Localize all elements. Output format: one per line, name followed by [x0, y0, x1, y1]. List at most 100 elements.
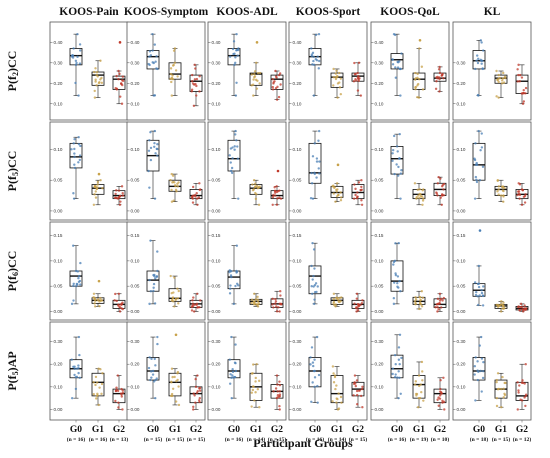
data-point: [94, 383, 97, 387]
panel: 0.00 0.05 0.10: [452, 121, 532, 221]
data-point: [278, 394, 281, 398]
y-tick-label: 0.20: [293, 362, 302, 367]
data-point: [440, 203, 443, 206]
data-point: [254, 302, 257, 305]
data-point: [357, 181, 361, 184]
data-point: [176, 378, 179, 382]
panel-frame: [452, 321, 532, 421]
y-tick-label: 0.20: [54, 81, 63, 86]
group-label: G1: [92, 425, 104, 435]
data-point: [250, 301, 253, 305]
data-point: [398, 362, 401, 366]
data-point: [190, 309, 194, 312]
data-point: [113, 299, 116, 302]
y-tick-label: 0.10: [457, 258, 466, 263]
data-point: [153, 129, 157, 133]
panel-frame: [49, 21, 129, 121]
data-point: [398, 376, 401, 379]
data-point: [482, 285, 485, 288]
data-point: [438, 65, 441, 69]
data-point: [360, 387, 364, 391]
data-point: [354, 78, 357, 81]
data-point: [438, 90, 441, 93]
y-tick-label: 0.05: [457, 178, 466, 183]
data-point: [257, 302, 261, 305]
data-point: [397, 174, 400, 177]
group-label: G2: [352, 425, 364, 435]
data-point: [150, 357, 153, 361]
data-point: [174, 400, 178, 403]
data-point: [114, 399, 117, 403]
data-point: [230, 171, 234, 175]
data-point: [195, 77, 199, 81]
data-point: [480, 390, 483, 393]
data-point: [194, 195, 197, 198]
data-point: [317, 167, 320, 170]
data-point: [524, 307, 528, 311]
group-label: G0: [309, 425, 321, 435]
group-label: G0: [228, 425, 240, 435]
data-point: [155, 55, 158, 58]
data-point: [232, 302, 236, 306]
data-point: [438, 299, 442, 302]
data-point: [79, 261, 82, 265]
data-point: [334, 77, 338, 81]
data-point: [501, 79, 504, 82]
data-point: [94, 67, 97, 70]
data-point: [119, 194, 122, 198]
data-point: [173, 305, 176, 308]
data-point: [117, 77, 120, 81]
data-point: [279, 302, 283, 305]
panel: 0.00 0.10 0.20 0.30: [207, 321, 287, 421]
data-point: [397, 370, 400, 373]
y-tick-label: 0.15: [375, 233, 384, 238]
data-point: [174, 69, 178, 72]
n-label: (n = 15): [144, 436, 163, 443]
data-point: [417, 384, 421, 388]
data-point: [121, 391, 125, 395]
data-point: [316, 384, 319, 388]
data-point: [229, 147, 233, 150]
data-point: [476, 360, 479, 363]
x-axis-title: Participant Groups: [253, 436, 353, 450]
y-tick-label: 0.15: [457, 233, 466, 238]
data-point: [417, 82, 420, 86]
data-point: [502, 189, 505, 193]
data-point: [231, 370, 235, 374]
box-G1: [412, 72, 426, 90]
data-point: [147, 366, 151, 370]
data-point: [398, 279, 401, 283]
panel: 0.00 0.10 0.20 0.30: [49, 321, 129, 421]
y-tick-label: 0.10: [212, 258, 221, 263]
data-point: [496, 372, 500, 375]
group-label: G2: [434, 425, 446, 435]
y-tick-label: 0.00: [457, 309, 466, 314]
y-tick-label: 0.00: [54, 407, 63, 412]
data-point: [396, 150, 399, 153]
y-tick-label: 0.30: [293, 339, 302, 344]
data-point: [309, 363, 312, 366]
data-point: [120, 395, 123, 398]
data-point: [358, 389, 362, 392]
data-point: [194, 67, 197, 70]
data-point: [171, 387, 175, 390]
data-point: [520, 76, 524, 79]
data-point: [421, 296, 425, 300]
outlier-point: [255, 41, 259, 44]
panel: 0.00 0.05 0.10: [288, 121, 368, 221]
data-point: [78, 43, 82, 46]
data-point: [332, 186, 336, 189]
data-point: [235, 81, 238, 85]
data-point: [275, 203, 279, 206]
data-point: [473, 157, 476, 160]
data-point: [397, 286, 400, 289]
data-point: [276, 390, 279, 393]
n-label: (n = 12): [513, 436, 532, 443]
panel: 0.00 0.10 0.20 0.30: [452, 321, 532, 421]
data-point: [92, 381, 95, 384]
data-point: [236, 157, 240, 160]
data-point: [440, 391, 443, 395]
data-point: [339, 92, 343, 96]
data-point: [316, 285, 319, 288]
y-tick-label: 0.10: [131, 384, 140, 389]
